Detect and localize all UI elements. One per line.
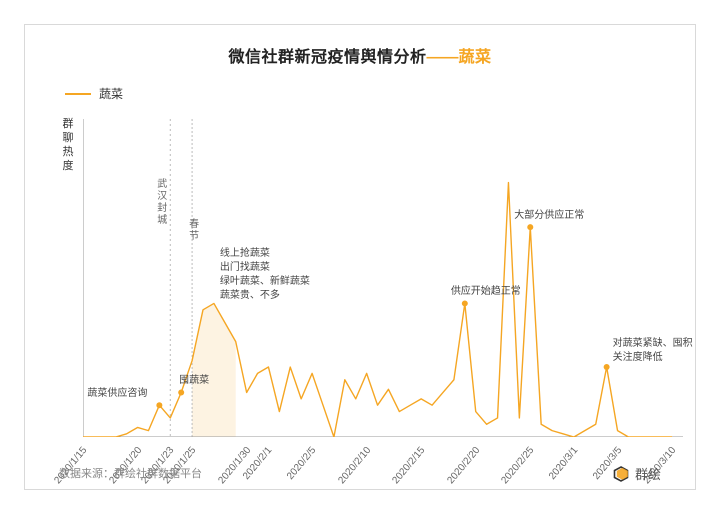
y-axis-label: 群聊热度 xyxy=(61,117,75,173)
chart-title: 微信社群新冠疫情舆情分析——蔬菜 xyxy=(25,43,695,67)
line-chart xyxy=(83,107,683,437)
x-tick-label: 2020/2/15 xyxy=(391,445,428,486)
legend: 蔬菜 xyxy=(65,85,123,102)
x-tick-label: 2020/2/10 xyxy=(336,445,373,486)
x-tick-label: 2020/2/20 xyxy=(445,445,482,486)
watermark-text: 群绘 xyxy=(635,464,661,483)
legend-label: 蔬菜 xyxy=(99,85,123,102)
watermark: 群绘 xyxy=(613,464,661,483)
x-tick-label: 2020/2/5 xyxy=(285,445,318,482)
data-source: 数据来源：群绘社群数据平台 xyxy=(59,465,202,481)
x-tick-label: 2020/3/1 xyxy=(547,445,580,482)
title-prefix: 微信社群新冠疫情舆情分析 xyxy=(228,49,426,66)
hex-icon xyxy=(613,466,629,482)
x-tick-label: 2020/2/25 xyxy=(500,445,537,486)
legend-swatch xyxy=(65,93,91,95)
title-suffix: 蔬菜 xyxy=(459,49,492,66)
title-sep: —— xyxy=(427,49,459,66)
chart-card: 微信社群新冠疫情舆情分析——蔬菜 蔬菜 群聊热度 2020/1/152020/1… xyxy=(24,24,696,490)
